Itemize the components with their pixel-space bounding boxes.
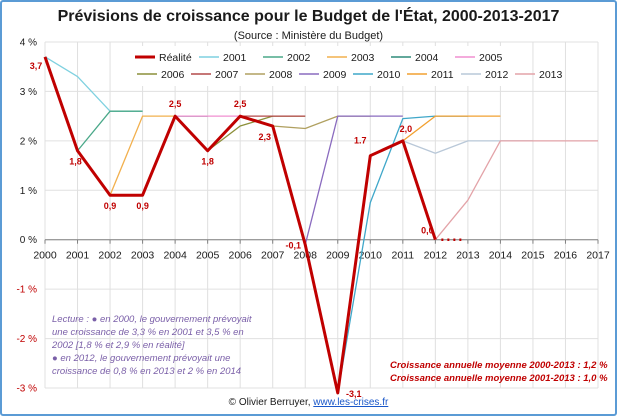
- x-tick-label: 2006: [228, 250, 252, 262]
- legend-label: 2013: [539, 69, 563, 81]
- legend-label: 2010: [377, 69, 401, 81]
- x-tick-label: 2016: [554, 250, 578, 262]
- legend-label: 2001: [223, 52, 247, 64]
- x-tick-label: 2012: [424, 250, 448, 262]
- x-tick-label: 2003: [131, 250, 155, 262]
- data-label: 2,0: [400, 124, 413, 134]
- y-tick-label: 4 %: [20, 38, 37, 49]
- data-label: 2,5: [169, 99, 182, 109]
- y-tick-label: -1 %: [16, 285, 37, 296]
- lecture-line-4: ● en 2012, le gouvernement prévoyait une: [52, 353, 231, 364]
- footer-link[interactable]: www.les-crises.fr: [313, 397, 389, 408]
- legend-label: 2011: [431, 69, 454, 81]
- lecture-line-3: 2002 [1,8 % et 2,9 % en réalité]: [52, 340, 185, 351]
- legend-label: 2002: [287, 52, 311, 64]
- series-line: [434, 140, 598, 241]
- chart-title: Prévisions de croissance pour le Budget …: [57, 8, 560, 25]
- series-line: [304, 115, 403, 245]
- y-tick-label: 1 %: [20, 186, 37, 197]
- legend-label: 2006: [161, 69, 185, 81]
- legend-label: 2007: [215, 69, 239, 81]
- y-tick-label: -2 %: [16, 334, 37, 345]
- x-tick-label: 2010: [359, 250, 383, 262]
- footer-author: © Olivier Berruyer,: [228, 397, 311, 408]
- data-label: 0,9: [104, 201, 117, 211]
- x-tick-label: 2000: [33, 250, 57, 262]
- x-tick-label: 2008: [294, 250, 318, 262]
- legend-label: Réalité: [159, 52, 192, 64]
- legend-label: 2004: [415, 52, 439, 64]
- legend-label: 2005: [479, 52, 503, 64]
- average-growth-2001-2013: Croissance annuelle moyenne 2001-2013 : …: [390, 373, 608, 384]
- data-label: 1,8: [201, 157, 214, 167]
- data-label: 1,8: [69, 157, 82, 167]
- data-label: -3,1: [346, 389, 362, 399]
- lecture-line-5: croissance de 0,8 % en 2013 et 2 % en 20…: [52, 366, 242, 377]
- lecture-line-1: Lecture : ● en 2000, le gouvernement pré…: [52, 314, 252, 325]
- x-tick-label: 2002: [98, 250, 122, 262]
- x-tick-label: 2007: [261, 250, 285, 262]
- data-label: 0,9: [136, 201, 149, 211]
- legend-label: 2003: [351, 52, 375, 64]
- x-tick-label: 2005: [196, 250, 220, 262]
- footer: © Olivier Berruyer, www.les-crises.fr: [0, 397, 617, 408]
- y-tick-label: 0 %: [20, 235, 37, 246]
- data-label: 0,0: [421, 226, 434, 236]
- legend-label: 2012: [485, 69, 509, 81]
- series-line: [109, 115, 176, 196]
- data-label: -0,1: [285, 241, 301, 251]
- x-tick-label: 2001: [66, 250, 90, 262]
- x-tick-label: 2004: [163, 250, 187, 262]
- x-tick-label: 2017: [586, 250, 610, 262]
- y-tick-label: -3 %: [16, 384, 37, 395]
- y-tick-label: 2 %: [20, 136, 37, 147]
- x-tick-label: 2013: [456, 250, 480, 262]
- x-tick-label: 2011: [392, 250, 415, 262]
- legend-label: 2008: [269, 69, 293, 81]
- series-line: [43, 56, 437, 395]
- data-label: 2,5: [234, 99, 247, 109]
- series-line: [77, 110, 143, 152]
- series-line: [272, 115, 371, 130]
- data-label: 2,3: [258, 132, 271, 142]
- data-label: 1.7: [354, 136, 367, 146]
- x-tick-label: 2009: [326, 250, 350, 262]
- y-tick-label: 3 %: [20, 87, 37, 98]
- average-growth-2000-2013: Croissance annuelle moyenne 2000-2013 : …: [390, 360, 608, 371]
- lecture-line-2: une croissance de 3,3 % en 2001 et 3,5 %…: [52, 327, 244, 338]
- chart-subtitle: (Source : Ministère du Budget): [233, 30, 384, 42]
- legend-label: 2009: [323, 69, 347, 81]
- x-tick-label: 2014: [489, 250, 513, 262]
- data-label: 3,7: [30, 61, 43, 71]
- legend-box: [130, 46, 525, 86]
- x-tick-label: 2015: [521, 250, 545, 262]
